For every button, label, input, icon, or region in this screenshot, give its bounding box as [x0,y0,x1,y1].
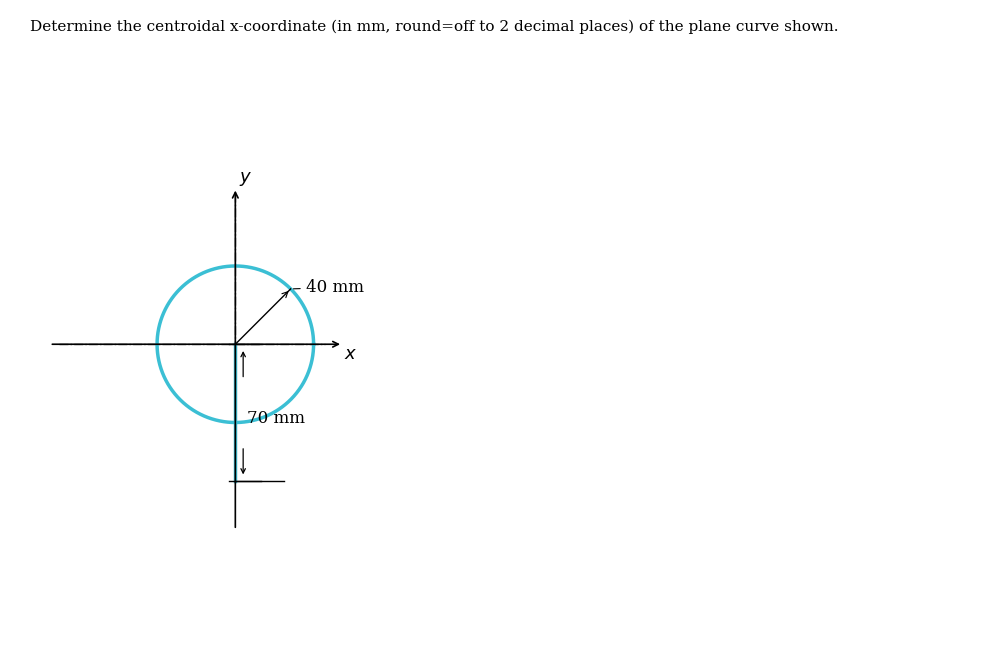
Text: 70 mm: 70 mm [247,410,305,427]
Text: Determine the centroidal x-coordinate (in mm, round=off to 2 decimal places) of : Determine the centroidal x-coordinate (i… [30,20,838,34]
Text: x: x [345,345,356,363]
Text: 40 mm: 40 mm [293,279,364,296]
Text: y: y [240,167,250,186]
